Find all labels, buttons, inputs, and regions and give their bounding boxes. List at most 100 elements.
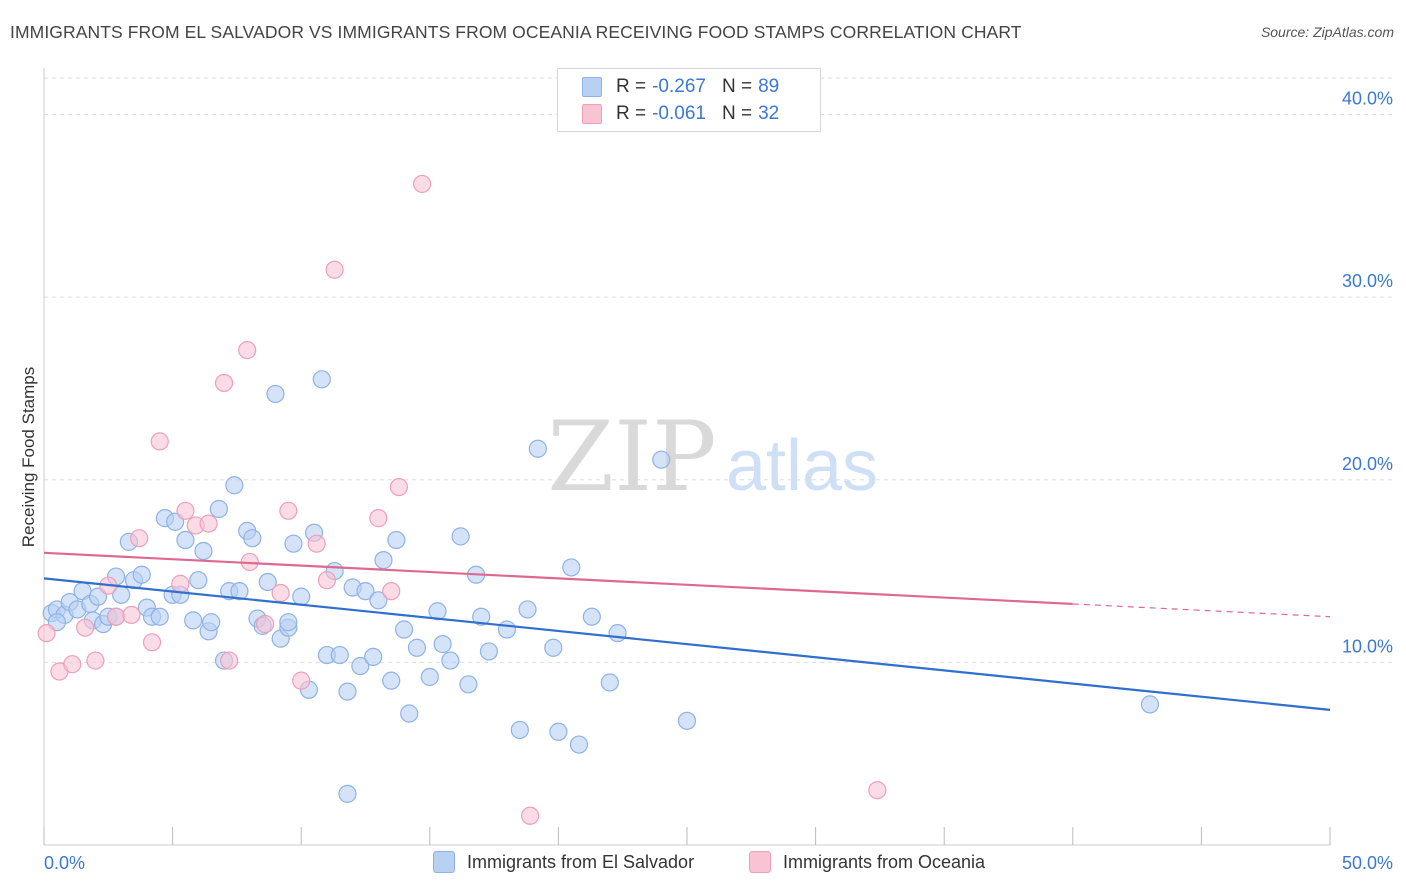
point-oceania xyxy=(382,582,401,601)
stats-legend-row-pink: R = -0.061 N = 32 xyxy=(582,102,779,126)
point-el-salvador xyxy=(150,607,169,626)
point-el-salvador xyxy=(194,541,213,561)
point-el-salvador xyxy=(420,667,439,687)
point-oceania xyxy=(176,501,195,520)
point-el-salvador xyxy=(549,722,568,741)
point-el-salvador xyxy=(338,784,357,803)
point-el-salvador xyxy=(202,613,221,632)
point-el-salvador xyxy=(569,735,589,754)
r-value: -0.267 xyxy=(652,76,706,97)
point-oceania xyxy=(37,624,56,643)
n-label: N = xyxy=(721,103,753,124)
point-el-salvador xyxy=(292,587,311,606)
point-el-salvador xyxy=(394,620,414,639)
y-tick-label: 10.0% xyxy=(1342,636,1393,656)
point-oceania xyxy=(412,174,432,194)
watermark: ZIP atlas xyxy=(547,401,878,513)
point-el-salvador xyxy=(407,638,427,657)
y-tick-label: 20.0% xyxy=(1342,454,1393,474)
point-oceania xyxy=(521,806,540,825)
chart-title: IMMIGRANTS FROM EL SALVADOR VS IMMIGRANT… xyxy=(10,22,1022,42)
n-label: N = xyxy=(721,76,753,97)
point-el-salvador xyxy=(351,656,370,676)
point-el-salvador xyxy=(279,613,298,632)
point-oceania xyxy=(199,514,218,533)
point-el-salvador xyxy=(387,530,406,550)
point-el-salvador xyxy=(459,675,478,694)
point-oceania xyxy=(150,432,169,451)
blue-swatch xyxy=(433,851,455,873)
point-el-salvador xyxy=(1140,695,1160,714)
source-credit: Source: ZipAtlas.com xyxy=(1260,24,1394,40)
point-el-salvador xyxy=(230,582,249,601)
trend-layer xyxy=(43,551,1331,711)
point-oceania xyxy=(317,571,337,590)
point-oceania xyxy=(220,651,239,670)
point-el-salvador xyxy=(441,651,460,670)
point-el-salvador xyxy=(225,476,244,495)
point-el-salvador xyxy=(330,645,349,665)
point-oceania xyxy=(76,618,95,637)
point-el-salvador xyxy=(433,635,452,654)
point-el-salvador xyxy=(243,529,262,548)
axis-layer xyxy=(43,68,1331,846)
point-el-salvador xyxy=(582,607,601,626)
point-oceania xyxy=(292,671,311,690)
point-oceania xyxy=(142,633,162,652)
point-oceania xyxy=(279,501,298,520)
point-oceania xyxy=(271,583,290,603)
legend-label: Immigrants from El Salvador xyxy=(467,851,695,872)
point-el-salvador xyxy=(562,558,581,577)
point-el-salvador xyxy=(374,551,393,570)
point-oceania xyxy=(171,574,190,593)
y-tick-label: 40.0% xyxy=(1342,89,1393,109)
point-el-salvador xyxy=(497,620,517,639)
blue-swatch xyxy=(582,77,602,97)
legend-label: Immigrants from Oceania xyxy=(783,851,986,872)
point-el-salvador xyxy=(479,642,499,661)
point-oceania xyxy=(325,260,344,279)
point-el-salvador xyxy=(189,571,208,590)
point-oceania xyxy=(238,341,257,360)
point-el-salvador xyxy=(209,499,228,519)
point-el-salvador xyxy=(510,720,529,740)
point-el-salvador xyxy=(312,370,331,389)
point-oceania xyxy=(130,529,149,548)
point-el-salvador xyxy=(382,671,401,690)
point-el-salvador xyxy=(544,638,563,657)
point-el-salvador xyxy=(451,527,470,546)
point-oceania xyxy=(369,509,388,528)
point-oceania xyxy=(214,373,234,393)
watermark-zip: ZIP xyxy=(547,401,716,513)
point-el-salvador xyxy=(266,384,285,404)
point-el-salvador xyxy=(284,534,303,553)
stats-legend: R = -0.267 N = 89 R = -0.061 N = 32 xyxy=(557,68,821,132)
point-el-salvador xyxy=(472,607,491,626)
point-oceania xyxy=(868,781,887,800)
point-el-salvador xyxy=(400,704,419,723)
point-el-salvador xyxy=(428,602,447,621)
y-axis-label: Receiving Food Stamps xyxy=(19,367,38,547)
point-el-salvador xyxy=(176,530,195,550)
point-el-salvador xyxy=(600,673,619,692)
point-el-salvador xyxy=(338,682,357,701)
point-el-salvador xyxy=(652,450,671,469)
legend-item-oceania[interactable]: Immigrants from Oceania xyxy=(749,851,985,873)
n-value: 32 xyxy=(758,103,780,124)
trend-line-oceania xyxy=(43,551,1073,606)
r-label: R = xyxy=(616,103,647,124)
point-oceania xyxy=(63,655,82,674)
tick-labels: 10.0% 20.0% 30.0% 40.0% 0.0% 50.0% xyxy=(44,89,1393,873)
legend-item-el-salvador[interactable]: Immigrants from El Salvador xyxy=(433,851,694,873)
r-label: R = xyxy=(616,76,647,97)
point-el-salvador xyxy=(364,647,383,667)
pink-swatch xyxy=(749,851,771,873)
points-layer xyxy=(37,174,1160,825)
r-value: -0.061 xyxy=(652,103,706,124)
point-oceania xyxy=(122,605,141,625)
point-el-salvador xyxy=(608,624,627,643)
point-el-salvador xyxy=(528,439,547,458)
point-oceania xyxy=(106,607,126,626)
watermark-atlas: atlas xyxy=(726,426,878,506)
